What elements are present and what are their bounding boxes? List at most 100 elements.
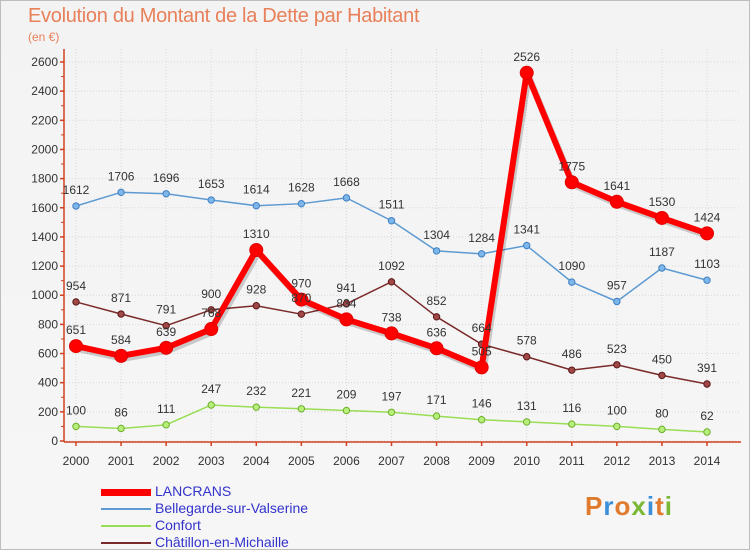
- data-point-bellegarde: [523, 241, 531, 250]
- data-label-chatillon: 954: [66, 279, 86, 293]
- data-label-confort: 131: [517, 399, 537, 413]
- x-tick-label: 2006: [333, 454, 360, 468]
- y-tick-label: 800: [38, 317, 58, 331]
- data-point-chatillon: [523, 353, 531, 361]
- data-label-confort: 116: [562, 401, 581, 415]
- logo-letter: P: [585, 491, 604, 521]
- data-point-lancrans: [249, 243, 264, 258]
- data-label-chatillon: 900: [201, 287, 221, 301]
- x-tick-label: 2010: [513, 454, 540, 468]
- data-label-chatillon: 941: [336, 281, 356, 295]
- data-label-chatillon: 870: [291, 291, 311, 305]
- data-label-lancrans: 2526: [513, 50, 540, 64]
- proxiti-logo: Proxiti: [585, 491, 673, 522]
- data-point-bellegarde: [432, 247, 441, 255]
- data-point-lancrans: [564, 175, 579, 190]
- y-tick-label: 1400: [31, 230, 58, 244]
- y-tick-label: 0: [51, 434, 58, 448]
- data-point-chatillon: [703, 380, 711, 388]
- data-label-chatillon: 450: [652, 352, 672, 366]
- data-point-bellegarde: [613, 297, 621, 306]
- x-tick-label: 2005: [288, 454, 315, 468]
- data-point-bellegarde: [72, 202, 80, 210]
- logo-letter: r: [603, 491, 615, 521]
- data-label-bellegarde: 1668: [333, 175, 360, 189]
- logo-letter: t: [655, 491, 665, 521]
- data-point-chatillon: [207, 306, 215, 314]
- x-tick-label: 2013: [649, 454, 676, 468]
- legend-label: Bellegarde-sur-Valserine: [155, 500, 309, 516]
- data-label-confort: 171: [427, 393, 447, 407]
- data-label-bellegarde: 1706: [108, 169, 135, 183]
- data-label-bellegarde: 1653: [198, 177, 225, 191]
- data-label-lancrans: 505: [472, 344, 492, 358]
- data-point-lancrans: [114, 348, 129, 363]
- data-label-chatillon: 486: [562, 347, 582, 361]
- data-point-confort: [613, 422, 621, 431]
- y-tick-label: 2200: [31, 113, 58, 127]
- data-point-confort: [568, 420, 576, 428]
- data-label-confort: 209: [336, 388, 356, 402]
- x-tick-label: 2000: [63, 454, 90, 468]
- y-tick-label: 1600: [31, 201, 58, 215]
- x-tick-label: 2003: [198, 454, 225, 468]
- data-point-bellegarde: [252, 202, 260, 210]
- data-label-bellegarde: 1103: [694, 257, 720, 271]
- x-tick-label: 2014: [694, 454, 721, 468]
- data-label-bellegarde: 1696: [153, 171, 180, 185]
- data-label-chatillon: 791: [156, 303, 176, 317]
- data-label-chatillon: 1092: [378, 259, 405, 273]
- data-point-bellegarde: [703, 276, 711, 284]
- data-label-chatillon: 871: [111, 291, 131, 305]
- data-point-bellegarde: [342, 194, 351, 202]
- data-point-confort: [387, 408, 396, 416]
- legend-label: LANCRANS: [155, 483, 232, 499]
- data-point-bellegarde: [297, 199, 306, 208]
- data-point-chatillon: [117, 310, 125, 318]
- data-point-lancrans: [204, 322, 219, 337]
- data-label-lancrans: 636: [427, 325, 447, 339]
- data-label-bellegarde: 1614: [243, 183, 270, 197]
- data-point-chatillon: [72, 298, 80, 306]
- data-label-bellegarde: 1304: [423, 228, 450, 242]
- data-label-lancrans: 651: [66, 323, 86, 337]
- data-point-confort: [432, 412, 441, 420]
- data-point-chatillon: [432, 313, 441, 321]
- data-label-confort: 247: [201, 382, 221, 396]
- data-point-confort: [477, 416, 486, 424]
- x-tick-label: 2011: [559, 454, 585, 468]
- data-point-confort: [342, 406, 351, 415]
- data-label-confort: 146: [472, 397, 492, 411]
- data-point-lancrans: [294, 292, 309, 307]
- data-label-lancrans: 1424: [694, 210, 721, 224]
- x-tick-label: 2002: [153, 454, 180, 468]
- data-point-bellegarde: [207, 196, 215, 204]
- data-point-confort: [658, 425, 666, 434]
- data-point-bellegarde: [568, 278, 576, 286]
- data-label-chatillon: 928: [246, 283, 266, 297]
- data-point-confort: [297, 405, 306, 413]
- data-point-lancrans: [69, 339, 83, 354]
- data-point-confort: [117, 424, 125, 433]
- data-label-confort: 62: [700, 409, 714, 423]
- data-label-confort: 232: [246, 384, 266, 398]
- data-point-lancrans: [159, 340, 174, 355]
- y-tick-label: 2400: [31, 84, 58, 98]
- data-label-confort: 86: [114, 405, 128, 419]
- data-point-chatillon: [252, 302, 260, 310]
- data-label-chatillon: 664: [472, 321, 492, 335]
- y-tick-label: 400: [38, 376, 58, 390]
- data-point-chatillon: [297, 310, 306, 318]
- data-label-lancrans: 738: [381, 310, 401, 324]
- x-tick-label: 2001: [108, 454, 135, 468]
- data-label-confort: 197: [381, 389, 401, 403]
- legend-label: Confort: [155, 517, 201, 533]
- data-label-confort: 100: [607, 403, 627, 417]
- data-label-bellegarde: 1511: [379, 198, 405, 212]
- x-tick-label: 2009: [468, 454, 495, 468]
- x-tick-label: 2012: [604, 454, 631, 468]
- data-label-confort: 221: [291, 386, 311, 400]
- data-label-lancrans: 768: [201, 306, 221, 320]
- data-point-bellegarde: [387, 217, 396, 225]
- data-label-bellegarde: 1187: [649, 245, 675, 259]
